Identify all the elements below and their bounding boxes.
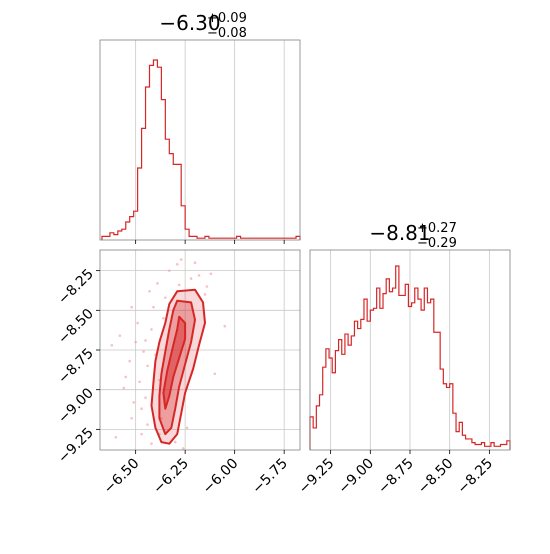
sample-point bbox=[140, 407, 143, 411]
sample-point bbox=[164, 296, 167, 299]
sample-point bbox=[175, 262, 179, 266]
sample-point bbox=[110, 343, 114, 347]
sample-point bbox=[179, 258, 183, 261]
tick-label-2d-x-2: −6.00 bbox=[200, 456, 242, 498]
sample-point bbox=[150, 328, 153, 331]
tick-label-2d-y-1: −8.50 bbox=[55, 306, 97, 348]
histogram-panel-right: −9.25−9.00−8.75−8.50−8.25 −8.81 +0.27 −0… bbox=[296, 221, 511, 497]
sample-point bbox=[193, 261, 197, 264]
title-top-main: −6.30 bbox=[159, 11, 220, 35]
sample-point bbox=[205, 285, 209, 288]
histogram-right-series bbox=[309, 265, 511, 450]
sample-point bbox=[185, 426, 189, 430]
grid-right bbox=[330, 250, 490, 450]
sample-point bbox=[136, 321, 139, 325]
sample-point bbox=[223, 324, 227, 328]
sample-point bbox=[203, 293, 207, 296]
sample-point bbox=[177, 283, 181, 287]
sample-point bbox=[138, 380, 141, 384]
sample-point bbox=[181, 447, 185, 450]
sample-point bbox=[124, 375, 128, 379]
sample-point bbox=[130, 416, 133, 420]
sample-point bbox=[142, 350, 145, 353]
tick-label-2d-x-3: −5.75 bbox=[249, 456, 291, 498]
sample-point bbox=[168, 269, 171, 272]
sample-point bbox=[128, 359, 132, 363]
sample-point bbox=[189, 277, 193, 280]
title-top-sub: −0.08 bbox=[207, 26, 247, 41]
sample-point bbox=[134, 340, 137, 344]
tick-label-right-2: −8.75 bbox=[375, 456, 417, 498]
sample-point bbox=[144, 396, 147, 399]
sample-point bbox=[152, 305, 155, 309]
contour-samples bbox=[110, 258, 227, 450]
sample-point bbox=[146, 364, 149, 368]
tick-label-2d-x-1: −6.25 bbox=[150, 456, 192, 498]
tick-label-right-0: −9.25 bbox=[296, 456, 338, 498]
contour-levels bbox=[150, 288, 206, 445]
title-top: −6.30 bbox=[159, 11, 220, 35]
histogram-top-series bbox=[101, 59, 301, 240]
sample-point bbox=[162, 316, 165, 320]
sample-point bbox=[132, 401, 135, 404]
histogram-panel-top: −6.30 +0.09 −0.08 bbox=[99, 11, 301, 244]
tick-label-right-1: −9.00 bbox=[335, 456, 377, 498]
sample-point bbox=[130, 305, 133, 309]
sample-point bbox=[118, 334, 122, 338]
sample-point bbox=[150, 442, 153, 445]
title-right-sub: −0.29 bbox=[417, 236, 457, 251]
sample-point bbox=[160, 416, 163, 420]
ticks-right: −9.25−9.00−8.75−8.50−8.25 bbox=[296, 450, 496, 497]
tick-label-right-4: −8.25 bbox=[455, 456, 497, 498]
sample-point bbox=[173, 440, 177, 444]
axes-frame-top bbox=[99, 39, 301, 241]
sample-point bbox=[197, 274, 201, 277]
sample-point bbox=[209, 272, 213, 276]
contour-level-2 bbox=[162, 315, 187, 410]
tick-label-2d-x-0: −6.50 bbox=[101, 456, 143, 498]
sample-point bbox=[140, 432, 143, 436]
contour-panel: −6.50 −6.25 −6.00 −5.75 −8.25−8.50−8.75−9.00… bbox=[55, 249, 301, 498]
tick-label-2d-y-2: −8.75 bbox=[55, 346, 97, 388]
grid-2d bbox=[100, 250, 300, 450]
sample-point bbox=[148, 289, 151, 293]
grid-top bbox=[135, 40, 285, 240]
tick-label-2d-y-0: −8.25 bbox=[55, 266, 97, 308]
title-right-sup: +0.27 bbox=[417, 221, 457, 236]
title-right-main: −8.81 bbox=[369, 221, 430, 245]
sample-point bbox=[156, 282, 159, 285]
sample-point bbox=[146, 423, 149, 426]
ticks-top bbox=[135, 240, 285, 244]
sample-point bbox=[122, 386, 126, 390]
sample-point bbox=[114, 436, 118, 439]
tick-label-2d-y-4: −9.25 bbox=[55, 425, 97, 467]
title-right: −8.81 bbox=[369, 221, 430, 245]
title-top-sup: +0.09 bbox=[207, 11, 247, 26]
tick-label-2d-y-3: −9.00 bbox=[55, 385, 97, 427]
tick-label-right-3: −8.50 bbox=[415, 456, 457, 498]
sample-point bbox=[213, 372, 217, 376]
sample-point bbox=[144, 339, 147, 342]
